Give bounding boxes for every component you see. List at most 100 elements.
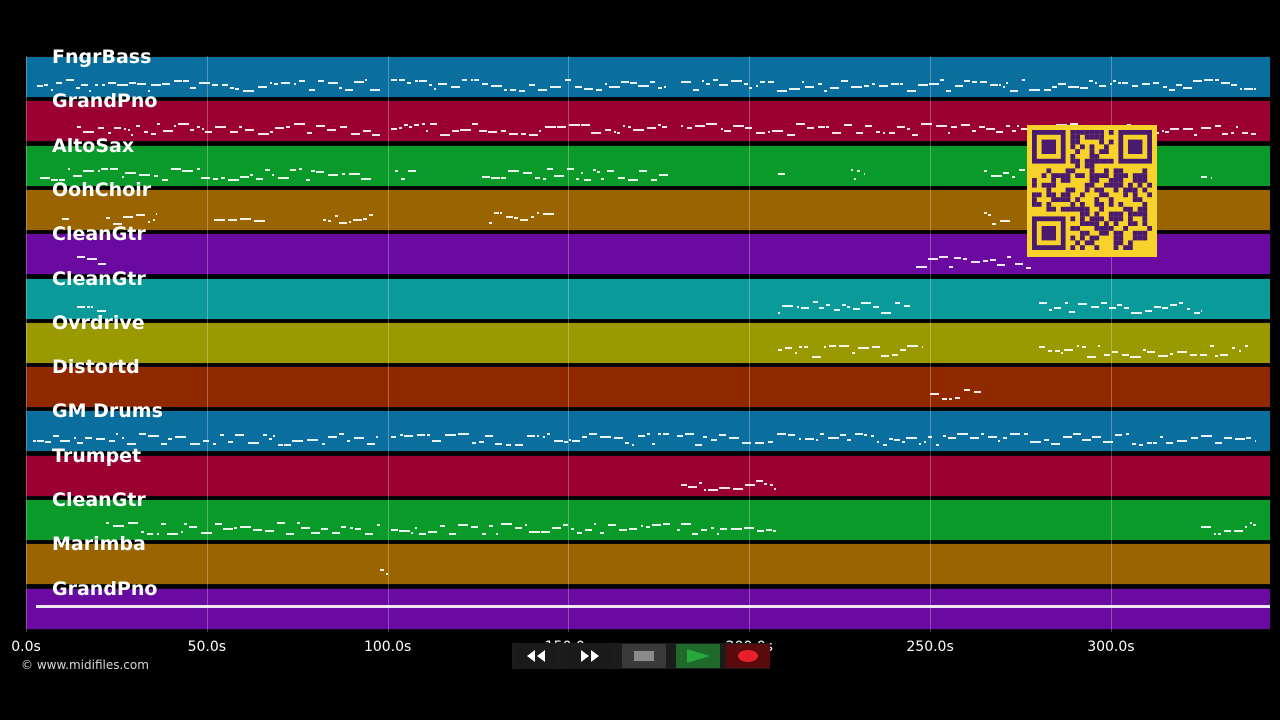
note-mark bbox=[684, 433, 694, 436]
note-mark bbox=[707, 488, 718, 491]
note-mark bbox=[571, 528, 575, 530]
note-mark bbox=[499, 211, 502, 214]
track-lane[interactable] bbox=[26, 499, 1270, 541]
note-mark bbox=[107, 82, 116, 84]
note-mark bbox=[575, 86, 583, 88]
note-mark bbox=[493, 211, 499, 214]
note-mark bbox=[584, 88, 594, 90]
play-icon bbox=[687, 649, 710, 663]
note-mark bbox=[83, 169, 95, 172]
note-mark bbox=[1182, 87, 1192, 89]
note-mark bbox=[617, 132, 621, 135]
note-mark bbox=[694, 125, 705, 128]
note-mark bbox=[479, 130, 488, 133]
note-mark bbox=[135, 125, 140, 128]
note-mark bbox=[201, 128, 204, 131]
note-mark bbox=[658, 433, 662, 436]
note-mark bbox=[947, 132, 950, 135]
note-mark bbox=[168, 438, 173, 441]
note-mark bbox=[257, 133, 269, 136]
note-mark bbox=[238, 126, 242, 129]
note-mark bbox=[1142, 348, 1146, 351]
note-mark bbox=[399, 127, 403, 130]
stop-button[interactable] bbox=[622, 644, 666, 668]
note-mark bbox=[945, 90, 951, 92]
note-mark bbox=[293, 123, 305, 126]
note-mark bbox=[1012, 175, 1016, 178]
note-mark bbox=[285, 533, 294, 535]
rewind-button[interactable] bbox=[514, 644, 558, 668]
note-mark bbox=[630, 82, 638, 84]
note-mark bbox=[339, 126, 347, 129]
track-lane[interactable] bbox=[26, 277, 1270, 320]
note-mark bbox=[609, 86, 621, 88]
note-mark bbox=[527, 435, 536, 438]
note-mark bbox=[354, 528, 361, 530]
note-mark bbox=[107, 132, 111, 135]
note-mark bbox=[376, 436, 379, 439]
note-mark bbox=[94, 84, 98, 86]
note-mark bbox=[173, 80, 182, 82]
track-lane[interactable] bbox=[26, 454, 1270, 497]
transport-controls bbox=[512, 643, 770, 669]
note-mark bbox=[614, 437, 624, 440]
note-mark bbox=[763, 482, 767, 485]
note-mark bbox=[953, 257, 961, 260]
track-lane[interactable] bbox=[26, 56, 1270, 98]
note-mark bbox=[1068, 310, 1075, 313]
record-button[interactable] bbox=[726, 644, 770, 668]
note-mark bbox=[795, 351, 798, 354]
note-mark bbox=[553, 174, 564, 177]
note-mark bbox=[698, 481, 702, 484]
note-mark bbox=[915, 266, 927, 269]
note-mark bbox=[935, 125, 947, 128]
track-lane[interactable] bbox=[26, 321, 1270, 364]
note-mark bbox=[362, 130, 371, 133]
note-mark bbox=[161, 83, 170, 85]
track-lane[interactable] bbox=[26, 587, 1270, 630]
note-mark bbox=[1203, 79, 1213, 81]
note-mark bbox=[349, 172, 361, 175]
note-mark bbox=[122, 437, 125, 440]
note-mark bbox=[299, 167, 303, 170]
note-mark bbox=[1097, 344, 1100, 347]
note-mark bbox=[98, 169, 101, 172]
note-mark bbox=[109, 440, 116, 443]
note-mark bbox=[240, 175, 250, 178]
note-mark bbox=[196, 126, 200, 129]
note-mark bbox=[1003, 171, 1010, 174]
note-mark bbox=[1219, 353, 1228, 356]
track-lane[interactable] bbox=[26, 410, 1270, 453]
note-mark bbox=[569, 439, 572, 442]
note-mark bbox=[328, 173, 339, 176]
note-mark bbox=[228, 218, 238, 221]
note-mark bbox=[391, 529, 399, 531]
note-mark bbox=[676, 529, 680, 531]
fast-forward-button[interactable] bbox=[568, 644, 612, 668]
note-mark bbox=[864, 125, 872, 128]
play-button[interactable] bbox=[676, 644, 720, 668]
note-mark bbox=[322, 443, 326, 446]
track-lane[interactable] bbox=[26, 366, 1270, 409]
note-mark bbox=[1112, 80, 1116, 82]
note-mark bbox=[462, 79, 468, 81]
note-mark bbox=[411, 532, 414, 534]
note-mark bbox=[496, 533, 499, 535]
note-mark bbox=[364, 79, 367, 81]
note-mark bbox=[306, 132, 312, 135]
note-mark bbox=[264, 530, 274, 532]
note-mark bbox=[754, 442, 764, 445]
note-mark bbox=[691, 533, 698, 535]
note-mark bbox=[1164, 131, 1169, 134]
note-mark bbox=[1054, 349, 1060, 352]
note-mark bbox=[36, 604, 1270, 608]
note-mark bbox=[638, 435, 646, 438]
note-mark bbox=[812, 355, 822, 358]
note-mark bbox=[1021, 79, 1025, 81]
note-mark bbox=[458, 524, 469, 526]
note-mark bbox=[1234, 438, 1245, 441]
note-mark bbox=[276, 522, 285, 524]
note-mark bbox=[1221, 133, 1228, 136]
note-mark bbox=[658, 173, 668, 176]
track-lane[interactable] bbox=[26, 543, 1270, 586]
